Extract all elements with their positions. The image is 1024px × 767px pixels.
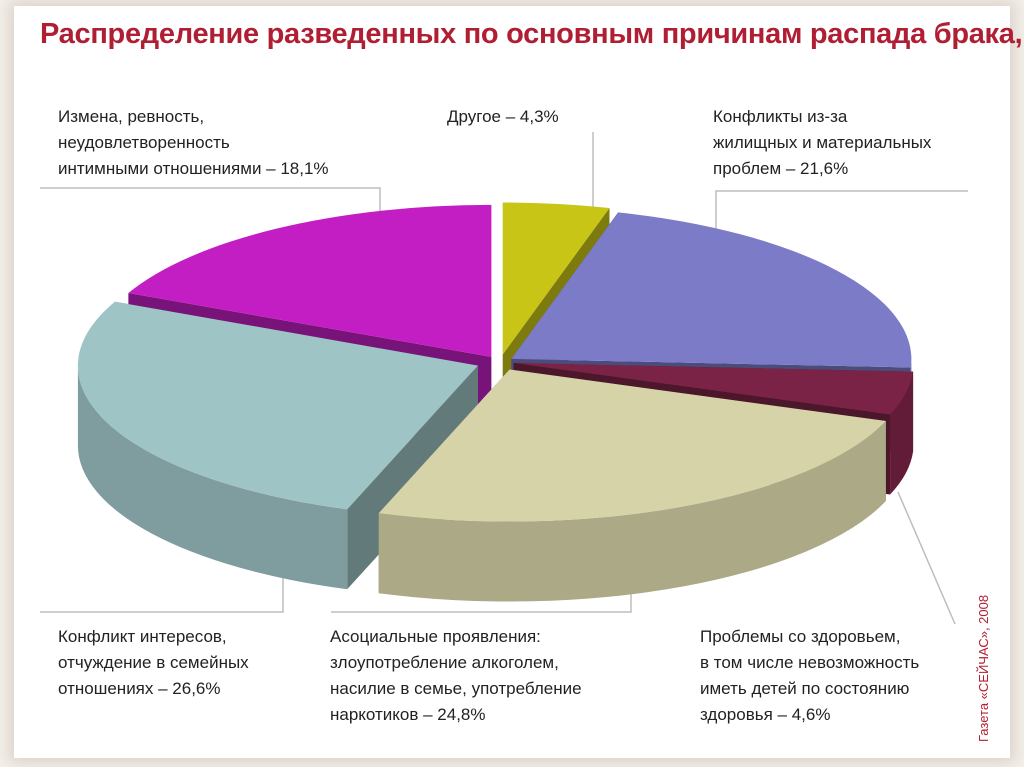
slice-housing-top [511,212,912,368]
slice-interests [77,301,478,590]
slice-asocial-rim [378,421,886,602]
slice-asocial-top [378,369,886,522]
slice-other-top [502,202,610,355]
slice-asocial [378,369,886,602]
slice-interests-top [77,301,478,510]
leader-line-housing [715,190,968,236]
label-interests: Конфликт интересов, отчуждение в семейны… [58,627,249,698]
label-infidelity: Измена, ревность, неудовлетворенность ин… [58,107,329,178]
label-other: Другое – 4,3% [447,107,559,126]
slice-interests-rim [77,365,348,590]
slice-health-rim [890,371,914,495]
source-credit: Газета «СЕЙЧАС», 2008 [976,594,991,742]
label-housing: Конфликты из-за жилищных и материальных … [713,107,932,178]
leader-line-health [897,491,956,625]
label-asocial: Асоциальные проявления: злоупотребление … [330,627,582,724]
slice-infidelity-top [128,204,492,357]
slice-health-top [513,363,914,415]
chart-title: Распределение разведенных по основным пр… [40,18,1024,50]
label-health: Проблемы со здоровьем, в том числе невоз… [700,627,920,724]
